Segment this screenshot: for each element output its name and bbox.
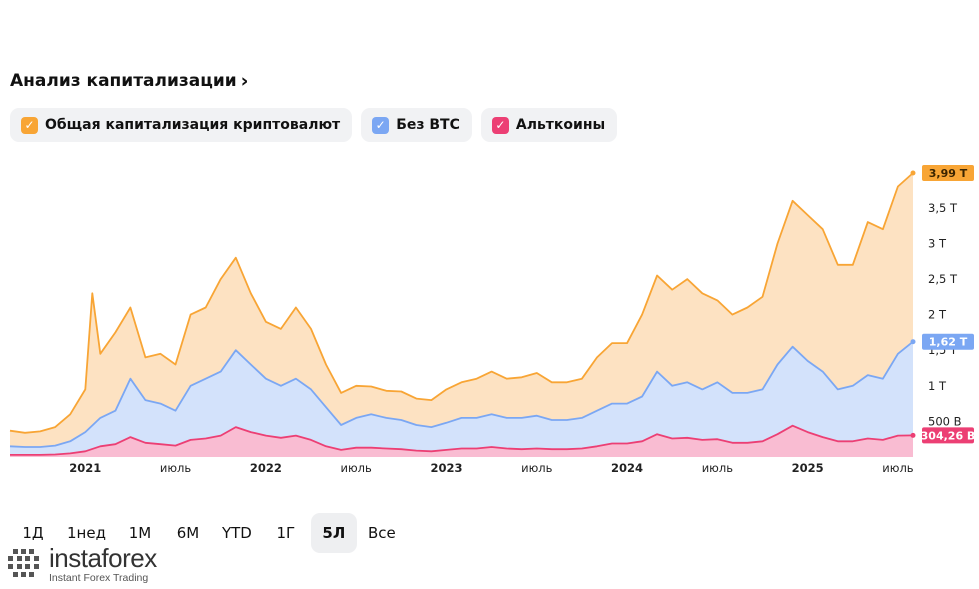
- x-tick-label: 2023: [430, 461, 462, 475]
- chevron-right-icon: ›: [240, 70, 249, 92]
- line-ex-btc: [9, 340, 914, 448]
- period-all[interactable]: Все: [367, 524, 396, 542]
- legend-label-total: Общая капитализация криптовалют: [45, 117, 341, 133]
- checkbox-checked-icon[interactable]: ✓: [21, 116, 38, 134]
- x-tick-label: июль: [160, 461, 192, 475]
- period-1m[interactable]: 1М: [128, 524, 152, 542]
- legend: ✓ Общая капитализация криптовалют ✓ Без …: [10, 108, 618, 142]
- x-tick-label: июль: [341, 461, 373, 475]
- period-5y[interactable]: 5Л: [310, 513, 357, 553]
- last-value-tag: 304,26 B: [921, 427, 976, 444]
- period-1d[interactable]: 1Д: [22, 524, 44, 542]
- area-altcoins: [10, 425, 913, 457]
- last-value-tag-bg: [922, 165, 974, 181]
- y-tick-label: 2 T: [928, 308, 947, 322]
- watermark: instaforex Instant Forex Trading: [0, 540, 180, 589]
- x-tick-label: июль: [702, 461, 734, 475]
- line-total: [9, 172, 914, 434]
- y-tick-label: 500 B: [928, 414, 962, 428]
- instaforex-logo-icon: [8, 548, 39, 577]
- x-tick-label: 2021: [69, 461, 101, 475]
- checkbox-checked-icon[interactable]: ✓: [491, 116, 509, 134]
- line-altcoins: [10, 424, 914, 456]
- watermark-tagline: Instant Forex Trading: [49, 572, 149, 585]
- y-tick-label: 3 T: [928, 236, 947, 250]
- x-tick-label: 2025: [792, 461, 824, 475]
- last-value-tag-label: 304,26 B: [921, 429, 976, 442]
- chart-title-link[interactable]: Анализ капитализации ›: [10, 70, 249, 92]
- x-tick-label: 2024: [611, 461, 643, 475]
- legend-label-ex-btc: Без BTC: [396, 117, 460, 133]
- last-value-tag-label: 1,62 T: [929, 336, 968, 349]
- market-cap-chart[interactable]: 500 B1 T1,5 T2 T2,5 T3 T3,5 T3,99 T1,62 …: [0, 155, 979, 485]
- last-value-tag-bg: [922, 333, 974, 350]
- period-6m[interactable]: 6М: [176, 524, 200, 542]
- last-point-ex-btc: [910, 339, 916, 345]
- legend-label-altcoins: Альткоины: [515, 117, 606, 133]
- legend-toggle-altcoins[interactable]: ✓ Альткоины: [480, 108, 618, 142]
- y-tick-label: 3,5 T: [928, 201, 958, 215]
- period-1y[interactable]: 1Г: [276, 524, 296, 542]
- last-value-tag: 3,99 T: [922, 165, 974, 181]
- x-tick-label: 2022: [250, 461, 282, 475]
- checkbox-checked-icon[interactable]: ✓: [372, 116, 390, 134]
- y-tick-label: 2,5 T: [928, 272, 958, 286]
- chart-title: Анализ капитализации: [10, 71, 237, 91]
- x-tick-label: июль: [882, 461, 914, 475]
- legend-toggle-total[interactable]: ✓ Общая капитализация криптовалют: [10, 108, 353, 142]
- last-value-tag-bg: [922, 427, 974, 444]
- x-tick-label: июль: [521, 461, 553, 475]
- last-value-tag: 1,62 T: [922, 333, 974, 350]
- last-point-total: [910, 170, 916, 176]
- last-value-tag-label: 3,99 T: [929, 167, 968, 180]
- period-selector: 1Д 1нед 1М 6М YTD 1Г 5Л Все: [10, 513, 405, 553]
- watermark-brand: instaforex: [49, 543, 157, 574]
- period-ytd[interactable]: YTD: [221, 524, 252, 542]
- legend-toggle-ex-btc[interactable]: ✓ Без BTC: [361, 108, 472, 142]
- period-1w[interactable]: 1нед: [67, 524, 106, 542]
- last-point-altcoins: [910, 432, 916, 438]
- y-tick-label: 1 T: [928, 379, 947, 393]
